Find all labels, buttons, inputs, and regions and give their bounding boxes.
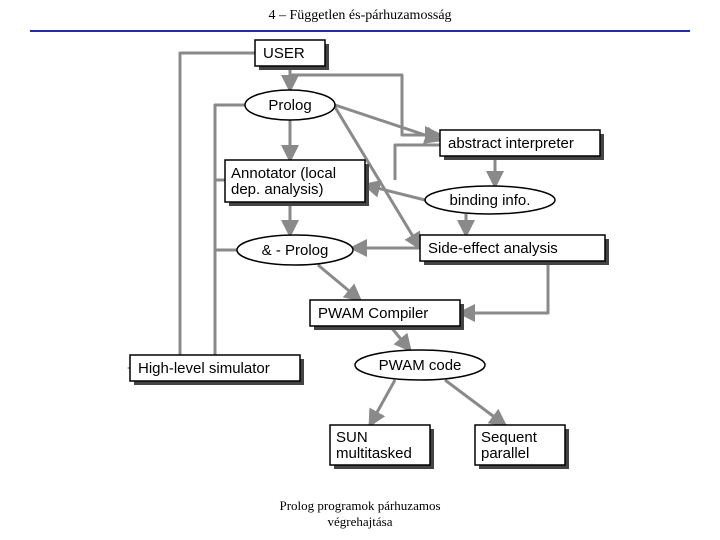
footer-line1: Prolog programok párhuzamos	[279, 498, 440, 513]
diagram-canvas: USER Prolog Annotator (localdep. analysis)…	[0, 30, 720, 500]
node-side: Side-effect analysis	[420, 235, 609, 265]
node-abs: abstract interpreter	[440, 130, 604, 160]
node-hls: High-level simulator	[130, 355, 304, 385]
edge	[180, 53, 255, 368]
node-label: abstract interpreter	[448, 135, 574, 152]
node-label: & - Prolog	[262, 242, 329, 259]
node-pwamc: PWAM Compiler	[310, 300, 464, 330]
node-sun: SUNmultitasked	[330, 425, 434, 469]
edge	[365, 185, 425, 200]
node-label: Annotator (local	[231, 165, 336, 182]
edge	[370, 380, 395, 425]
node-label: Side-effect analysis	[428, 240, 558, 257]
edge	[215, 250, 237, 368]
edge	[395, 145, 440, 180]
footer-line2: végrehajtása	[328, 514, 393, 529]
node-bind: binding info.	[425, 186, 555, 214]
node-label: binding info.	[450, 192, 531, 209]
node-label: PWAM code	[379, 357, 462, 374]
node-label: SUN	[336, 429, 368, 446]
edge	[445, 380, 505, 425]
node-aprolog: & - Prolog	[237, 235, 353, 265]
node-pwamcode: PWAM code	[355, 350, 485, 380]
page-footer: Prolog programok párhuzamos végrehajtása	[0, 498, 720, 530]
node-user: USER	[255, 40, 329, 70]
node-label: PWAM Compiler	[318, 305, 428, 322]
node-label: dep. analysis)	[231, 181, 324, 198]
node-label: Prolog	[268, 97, 311, 114]
node-ann: Annotator (localdep. analysis)	[225, 160, 369, 206]
node-label: High-level simulator	[138, 360, 270, 377]
node-prolog: Prolog	[245, 90, 335, 120]
node-label: parallel	[481, 445, 529, 462]
node-seq: Sequentparallel	[475, 425, 569, 469]
node-label: multitasked	[336, 445, 412, 462]
edge	[215, 105, 245, 368]
page-header: 4 – Független és-párhuzamosság	[0, 0, 720, 24]
node-label: Sequent	[481, 429, 538, 446]
edge	[318, 265, 360, 300]
node-label: USER	[263, 45, 305, 62]
edge	[460, 261, 548, 313]
